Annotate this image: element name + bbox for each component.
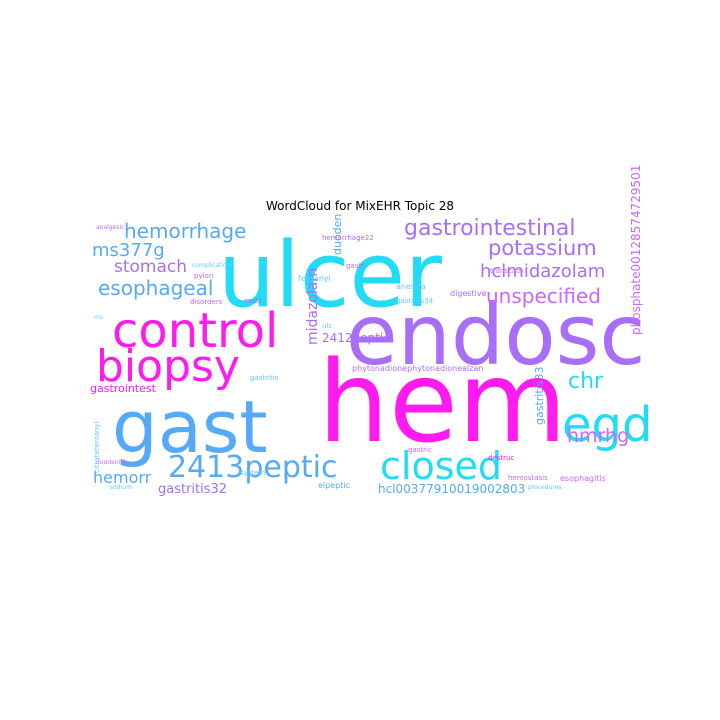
word-cloud: ulcer hem endosc gast control biopsy egd… bbox=[90, 165, 652, 505]
word-endo: endo bbox=[244, 297, 262, 305]
word-hemorrhage: hemorrhage bbox=[124, 219, 247, 243]
word-procedures: procedures bbox=[528, 484, 562, 491]
word-gastrointestinal: gastrointestinal bbox=[404, 216, 576, 241]
word-biopsy: biopsy bbox=[96, 341, 240, 392]
word-endosc: endosc bbox=[346, 286, 646, 384]
word-analgesic: analgesic bbox=[96, 224, 125, 231]
word-system: system bbox=[240, 469, 266, 477]
word-hcl00377910019002803: hcl00377910019002803 bbox=[378, 482, 526, 496]
word-2413peptic: 2413peptic bbox=[168, 450, 338, 485]
word-hem: hem bbox=[318, 338, 567, 468]
word-hclmidazolam: hclmidazolam bbox=[480, 261, 606, 282]
word-gastritis: gastritis bbox=[250, 374, 279, 382]
word-ulcer: ulcer bbox=[218, 223, 442, 328]
word-sodium: sodium bbox=[110, 484, 132, 491]
word-citratefentanyl: citratefentanyl bbox=[93, 421, 101, 473]
word-anemia: anemia bbox=[396, 282, 426, 291]
word-gastritis34: gastritis34 bbox=[396, 297, 434, 305]
word-hemorr: hemorr bbox=[93, 468, 152, 487]
word-duodenitis: duodenitis bbox=[96, 459, 128, 466]
word-egd: egd bbox=[562, 397, 653, 453]
word-unspecified: unspecified bbox=[486, 284, 601, 308]
wordcloud-title: WordCloud for MixEHR Topic 28 bbox=[265, 199, 455, 213]
word-pylori: pylori bbox=[194, 272, 214, 280]
word-hemorrhage22: hemorrhage22 bbox=[322, 234, 374, 242]
word-fentanyl: fentanyl bbox=[298, 274, 331, 283]
word-closed: closed bbox=[380, 444, 502, 488]
word-phosphate: phosphate0012857472950​1 bbox=[629, 164, 643, 335]
word-phytonadione: phytonadionephytonadionealzan bbox=[352, 364, 484, 373]
word-gastr: gastr bbox=[346, 262, 365, 270]
word-control: control bbox=[112, 303, 279, 359]
word-hemostasis: hemostasis bbox=[508, 474, 548, 482]
word-gastric: gastric bbox=[408, 446, 432, 454]
word-ms: ms bbox=[94, 314, 103, 321]
word-chr: chr bbox=[568, 369, 604, 394]
word-esophagitis: esophagitis bbox=[560, 474, 606, 483]
word-stomach: stomach bbox=[114, 257, 188, 277]
word-gast: gast bbox=[112, 385, 268, 469]
word-elpeptic: elpeptic bbox=[318, 481, 350, 490]
word-disorders: disorders bbox=[190, 298, 223, 306]
word-potassium: potassium bbox=[488, 236, 597, 260]
word-ulc: ulc bbox=[322, 322, 333, 330]
word-gastritis33: gastritis33 bbox=[533, 366, 546, 425]
word-complications: complications bbox=[192, 262, 234, 269]
word-transcath: transcath bbox=[490, 267, 524, 275]
word-2412peptic: 2412peptic bbox=[322, 331, 390, 345]
word-destruc: destruc bbox=[488, 454, 515, 462]
word-ms377g: ms377g bbox=[92, 240, 165, 261]
word-esophageal: esophageal bbox=[98, 276, 214, 300]
word-gastritis32: gastritis32 bbox=[158, 482, 228, 497]
word-digestive: digestive bbox=[450, 289, 487, 298]
word-hmrhg: hmrhg bbox=[567, 425, 630, 447]
word-gastrointest: gastrointest bbox=[90, 382, 156, 395]
